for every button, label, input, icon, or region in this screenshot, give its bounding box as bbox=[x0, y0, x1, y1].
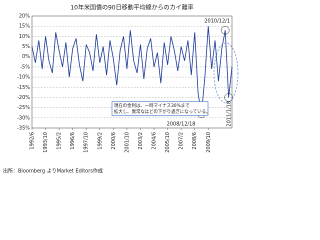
x-tick-label: 1996/6 bbox=[70, 132, 76, 150]
annotation: 拡大し、異常なほどの下がり過ぎになっている。 bbox=[114, 108, 210, 115]
x-tick-label: 2000/6 bbox=[111, 132, 117, 150]
highlight-circle bbox=[224, 93, 233, 102]
y-tick-label: -15% bbox=[17, 85, 30, 91]
y-tick-label: 10% bbox=[19, 34, 30, 40]
y-tick-label: 0% bbox=[22, 54, 30, 60]
callout-box bbox=[111, 101, 209, 116]
y-tick-label: -25% bbox=[17, 105, 30, 111]
x-tick-label: 1993/10 bbox=[43, 132, 49, 153]
chart-title: 10年米国債の90日移動平均線からのカイ離率 bbox=[70, 4, 193, 12]
chart: 10年米国債の90日移動平均線からのカイ離率 出所：Bloomberg よりMa… bbox=[3, 4, 239, 175]
y-tick-label: -30% bbox=[17, 115, 30, 121]
y-tick-label: 5% bbox=[22, 44, 30, 50]
x-tick-label: 2001/10 bbox=[124, 132, 130, 153]
x-tick-label: 1995/2 bbox=[57, 132, 63, 150]
x-tick-label: 2005/10 bbox=[165, 132, 171, 153]
annotation: 2008/12/18 bbox=[167, 121, 196, 127]
y-tick-label: 15% bbox=[19, 24, 30, 30]
y-tick-label: 20% bbox=[19, 14, 30, 20]
callout-ring bbox=[213, 42, 239, 104]
source: 出所：Bloomberg よりMarket Editors作成 bbox=[3, 168, 103, 175]
y-tick-label: -5% bbox=[20, 64, 30, 70]
x-tick-label: 1999/2 bbox=[97, 132, 103, 150]
y-tick-label: -20% bbox=[17, 95, 30, 101]
x-tick-label: 1997/10 bbox=[84, 132, 90, 153]
annotation: 現在の金利は、一時マイナス30%まで bbox=[114, 102, 190, 109]
x-tick-label: 2004/6 bbox=[152, 132, 158, 150]
y-tick-label: -35% bbox=[17, 126, 30, 132]
x-tick-label: 2009/10 bbox=[206, 132, 212, 153]
y-tick-label: -10% bbox=[17, 75, 30, 81]
annotation: 2010/12/1 bbox=[204, 19, 230, 25]
x-tick-label: 1992/6 bbox=[30, 132, 36, 150]
line bbox=[31, 26, 233, 114]
highlight-circle bbox=[220, 26, 230, 35]
x-tick-label: 2008/6 bbox=[192, 132, 198, 150]
x-tick-label: 2007/2 bbox=[179, 132, 185, 150]
annotation: 2011/1/18 bbox=[227, 101, 233, 127]
x-tick-label: 2003/2 bbox=[138, 132, 144, 150]
